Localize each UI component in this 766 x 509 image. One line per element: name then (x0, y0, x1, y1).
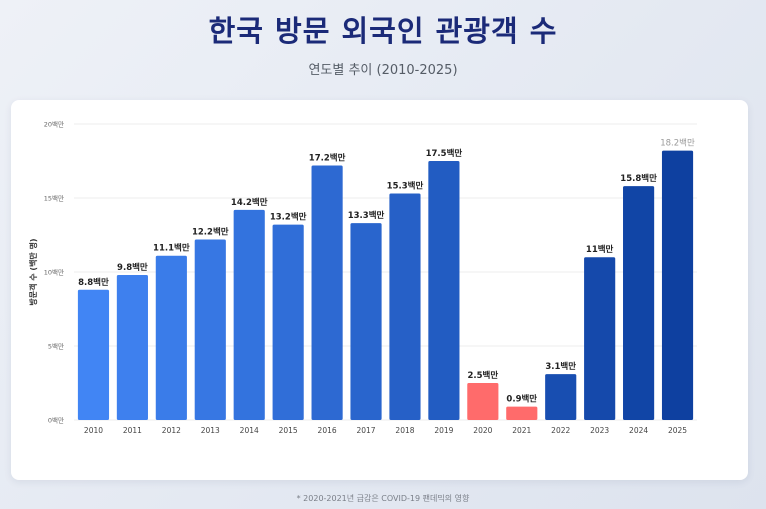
data-label-2020: 2.5백만 (467, 370, 498, 381)
data-label-2017: 13.3백만 (348, 210, 385, 221)
bar-2010[interactable] (77, 289, 110, 420)
page-subtitle: 연도별 추이 (2010-2025) (308, 63, 458, 78)
y-tick-label: 0백만 (48, 416, 64, 425)
x-tick-label-2016: 2016 (318, 426, 337, 435)
bar-2013[interactable] (194, 239, 226, 420)
bar-2012[interactable] (155, 255, 187, 420)
data-label-2023: 11백만 (586, 244, 614, 255)
bar-2024[interactable] (623, 186, 655, 420)
bar-2021[interactable] (506, 406, 538, 420)
bar-2025[interactable] (661, 150, 694, 420)
chart-card: 0백만 5백만 10백만 15백만 20백만 방문객 수 (백만 명) 8.8백만 9.8… (11, 100, 748, 480)
x-tick-label-2018: 2018 (395, 426, 414, 435)
x-tick-label-2019: 2019 (434, 426, 453, 435)
data-label-2024: 15.8백만 (620, 173, 657, 184)
bar-2014[interactable] (233, 209, 265, 420)
page-title: 한국 방문 외국인 관광객 수 (208, 14, 558, 48)
bar-layer (77, 150, 694, 420)
x-tick-label-2023: 2023 (590, 426, 609, 435)
x-tick-label-2014: 2014 (240, 426, 259, 435)
bar-2011[interactable] (116, 274, 148, 420)
x-tick-label-2015: 2015 (279, 426, 298, 435)
bar-2015[interactable] (272, 224, 304, 420)
y-tick-label: 10백만 (44, 268, 64, 277)
x-tick-label-2012: 2012 (162, 426, 181, 435)
x-tick-label-2025: 2025 (668, 426, 687, 435)
x-tick-label-2022: 2022 (551, 426, 570, 435)
data-label-2021: 0.9백만 (506, 394, 537, 405)
y-axis-ticks: 0백만 5백만 10백만 15백만 20백만 (44, 120, 64, 425)
x-axis-ticks: 2010 2011 2012 2013 2014 2015 2016 2017 2018 2019… (84, 426, 687, 435)
data-label-2016: 17.2백만 (309, 152, 346, 163)
x-tick-label-2020: 2020 (473, 426, 492, 435)
bar-2023[interactable] (584, 257, 616, 420)
data-label-2013: 12.2백만 (192, 226, 229, 237)
data-label-2012: 11.1백만 (153, 243, 190, 254)
bar-chart: 0백만 5백만 10백만 15백만 20백만 방문객 수 (백만 명) 8.8백만 9.8… (28, 120, 697, 435)
x-tick-label-2010: 2010 (84, 426, 103, 435)
x-tick-label-2021: 2021 (512, 426, 531, 435)
data-label-2014: 14.2백만 (231, 197, 268, 208)
bar-2019[interactable] (428, 161, 460, 420)
x-tick-label-2024: 2024 (629, 426, 648, 435)
bar-2020[interactable] (467, 383, 499, 420)
data-label-2022: 3.1백만 (545, 361, 576, 372)
data-label-2011: 9.8백만 (117, 262, 148, 273)
x-tick-label-2011: 2011 (123, 426, 142, 435)
y-tick-label: 20백만 (44, 120, 64, 129)
data-label-2015: 13.2백만 (270, 212, 307, 223)
x-tick-label-2017: 2017 (356, 426, 375, 435)
footnote: * 2020-2021년 급감은 COVID-19 팬데믹의 영향 (296, 494, 470, 503)
y-tick-label: 5백만 (48, 342, 64, 351)
y-tick-label: 15백만 (44, 194, 64, 203)
bar-2018[interactable] (389, 193, 421, 420)
bar-2017[interactable] (350, 223, 382, 420)
bar-2022[interactable] (545, 374, 577, 420)
data-label-2025: 18.2백만 (660, 138, 695, 149)
data-label-2018: 15.3백만 (387, 181, 424, 192)
data-label-2019: 17.5백만 (426, 148, 463, 159)
x-tick-label-2013: 2013 (201, 426, 220, 435)
data-label-2010: 8.8백만 (78, 277, 109, 288)
bar-2016[interactable] (311, 165, 343, 420)
y-axis-label: 방문객 수 (백만 명) (28, 238, 38, 305)
